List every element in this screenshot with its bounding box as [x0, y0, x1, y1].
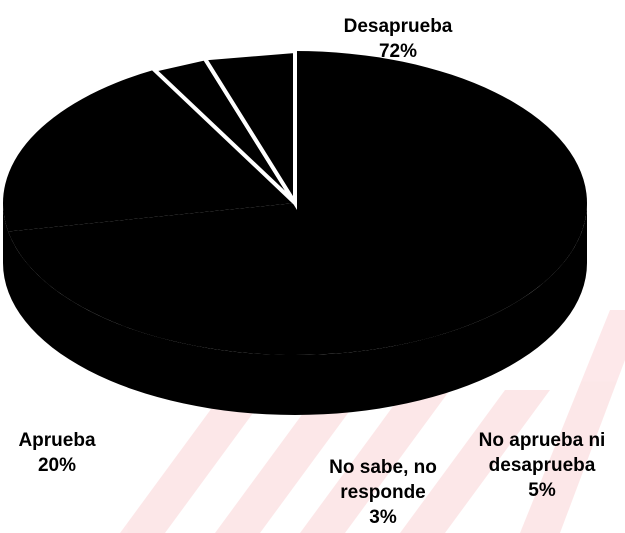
pie-slice-no-aprueba-ni-desaprueba	[201, 48, 297, 210]
slice-label-no-sabe-line1: No sabe, no	[329, 457, 437, 478]
slice-label-desaprueba: Desaprueba 72%	[318, 14, 478, 64]
slice-label-aprueba-value: 20%	[37, 455, 77, 476]
slice-label-aprueba-name: Aprueba	[18, 430, 96, 451]
slice-label-ni-aprueba-line1: No aprueba ni	[478, 430, 606, 451]
pie-slice-desaprueba	[8, 51, 588, 355]
pie-3d-side	[3, 203, 587, 415]
slice-label-no-sabe: No sabe, no responde 3%	[298, 455, 468, 530]
watermark-logo	[120, 310, 625, 533]
slice-label-aprueba: Aprueba 20%	[2, 428, 112, 478]
slice-label-ni-aprueba-value: 5%	[528, 480, 556, 501]
pie-side-wall	[3, 203, 587, 415]
slice-label-ni-aprueba: No aprueba ni desaprueba 5%	[452, 428, 625, 503]
slice-label-desaprueba-value: 72%	[378, 41, 418, 62]
pie-top-face	[2, 48, 588, 355]
slice-label-ni-aprueba-line2: desaprueba	[488, 455, 596, 476]
pie-slice-aprueba	[2, 69, 295, 232]
slice-label-no-sabe-value: 3%	[369, 507, 397, 528]
slice-label-no-sabe-line2: responde	[340, 482, 426, 503]
slice-label-desaprueba-name: Desaprueba	[343, 16, 453, 37]
